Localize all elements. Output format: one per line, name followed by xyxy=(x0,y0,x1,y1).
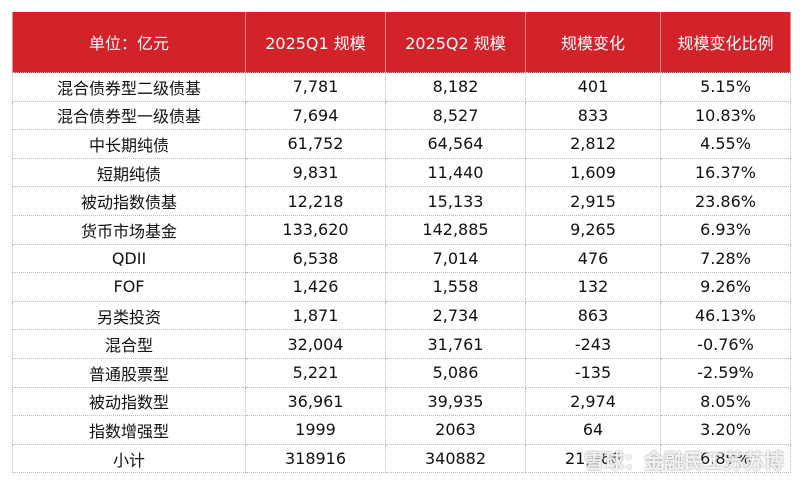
table-row: 混合债券型二级债基 7,781 8,182 401 5.15% xyxy=(12,72,791,102)
table-cell: 5,221 xyxy=(245,357,386,388)
table-cell: 短期纯债 xyxy=(12,157,246,188)
table-cell: 10.83% xyxy=(660,100,791,131)
header-cell: 规模变化 xyxy=(525,12,661,73)
table-cell: 1,609 xyxy=(525,157,661,188)
table-cell: 39,935 xyxy=(385,386,526,417)
table-cell: 5.15% xyxy=(660,72,791,102)
table-cell: 9,831 xyxy=(245,157,386,188)
table-cell: 指数增强型 xyxy=(12,415,246,445)
table-cell: 401 xyxy=(525,72,661,102)
table-cell: -243 xyxy=(525,329,661,359)
table-cell: 2,734 xyxy=(385,300,526,331)
table-row: 中长期纯债 61,752 64,564 2,812 4.55% xyxy=(12,129,791,159)
table-cell: 货币市场基金 xyxy=(12,214,246,245)
table-cell: QDII xyxy=(12,243,246,274)
table-row: 短期纯债 9,831 11,440 1,609 16.37% xyxy=(12,157,791,188)
header-cell: 2025Q1 规模 xyxy=(245,12,386,73)
table-cell: 31,761 xyxy=(385,329,526,359)
table-cell: -135 xyxy=(525,357,661,388)
table-cell: 被动指数型 xyxy=(12,386,246,417)
table-cell: 混合债券型二级债基 xyxy=(12,72,246,102)
table-row: 小计 318916 340882 21,966 6.89% xyxy=(12,443,791,474)
header-row: 单位：亿元 2025Q1 规模 2025Q2 规模 规模变化 规模变化比例 xyxy=(12,12,791,73)
table-cell: 61,752 xyxy=(245,129,386,159)
table-cell: 6,538 xyxy=(245,243,386,274)
table-cell: 7,694 xyxy=(245,100,386,131)
header-cell: 2025Q2 规模 xyxy=(385,12,526,73)
table-row: QDII 6,538 7,014 476 7.28% xyxy=(12,243,791,274)
table-row: 指数增强型 1999 2063 64 3.20% xyxy=(12,415,791,445)
table-cell: 7,014 xyxy=(385,243,526,274)
table-cell: 132 xyxy=(525,272,661,302)
table-cell: 7.28% xyxy=(660,243,791,274)
table-cell: 另类投资 xyxy=(12,300,246,331)
table-cell: 7,781 xyxy=(245,72,386,102)
table-cell: 64 xyxy=(525,415,661,445)
table-row: 被动指数型 36,961 39,935 2,974 8.05% xyxy=(12,386,791,417)
table-cell: 3.20% xyxy=(660,415,791,445)
table-cell: 8,182 xyxy=(385,72,526,102)
header-cell: 规模变化比例 xyxy=(660,12,791,73)
table-cell: 8.05% xyxy=(660,386,791,417)
table-cell: 2,812 xyxy=(525,129,661,159)
table-cell: 833 xyxy=(525,100,661,131)
table-row: 普通股票型 5,221 5,086 -135 -2.59% xyxy=(12,357,791,388)
table-cell: 9.26% xyxy=(660,272,791,302)
table-cell: 小计 xyxy=(12,443,246,474)
table-cell: 64,564 xyxy=(385,129,526,159)
table-cell: 36,961 xyxy=(245,386,386,417)
table-body: 混合债券型二级债基 7,781 8,182 401 5.15% 混合债券型一级债基 7,69… xyxy=(12,72,791,474)
table-cell: 1,558 xyxy=(385,272,526,302)
table-cell: 2063 xyxy=(385,415,526,445)
table-cell: 12,218 xyxy=(245,186,386,216)
table-cell: 6.89% xyxy=(660,443,791,474)
table-cell: 318916 xyxy=(245,443,386,474)
table-row: 另类投资 1,871 2,734 863 46.13% xyxy=(12,300,791,331)
table-cell: 340882 xyxy=(385,443,526,474)
table-cell: -2.59% xyxy=(660,357,791,388)
table-cell: 133,620 xyxy=(245,214,386,245)
table-cell: 9,265 xyxy=(525,214,661,245)
table-row: 混合型 32,004 31,761 -243 -0.76% xyxy=(12,329,791,359)
table-cell: 混合债券型一级债基 xyxy=(12,100,246,131)
watermark: 雪球：金融民工苏苏博 xyxy=(584,449,784,473)
table-cell: 21,966 xyxy=(525,443,661,474)
table-cell: 11,440 xyxy=(385,157,526,188)
table-cell: 混合型 xyxy=(12,329,246,359)
table-cell: 32,004 xyxy=(245,329,386,359)
table-cell: 1,426 xyxy=(245,272,386,302)
table-cell: 普通股票型 xyxy=(12,357,246,388)
header-cell: 单位：亿元 xyxy=(12,12,246,73)
table-row: 货币市场基金 133,620 142,885 9,265 6.93% xyxy=(12,214,791,245)
table-cell: 1,871 xyxy=(245,300,386,331)
table-cell: -0.76% xyxy=(660,329,791,359)
table-cell: 中长期纯债 xyxy=(12,129,246,159)
table-cell: 15,133 xyxy=(385,186,526,216)
table-cell: 16.37% xyxy=(660,157,791,188)
table-row: 被动指数债基 12,218 15,133 2,915 23.86% xyxy=(12,186,791,216)
table-row: 混合债券型一级债基 7,694 8,527 833 10.83% xyxy=(12,100,791,131)
data-table: 单位：亿元 2025Q1 规模 2025Q2 规模 规模变化 规模变化比例 混合债券型二… xyxy=(12,12,791,474)
table-cell: 2,974 xyxy=(525,386,661,417)
table-cell: 23.86% xyxy=(660,186,791,216)
table-cell: 476 xyxy=(525,243,661,274)
table-cell: 2,915 xyxy=(525,186,661,216)
table-cell: 6.93% xyxy=(660,214,791,245)
table-cell: 被动指数债基 xyxy=(12,186,246,216)
table-cell: 863 xyxy=(525,300,661,331)
table-cell: 8,527 xyxy=(385,100,526,131)
table-cell: 142,885 xyxy=(385,214,526,245)
table-row: FOF 1,426 1,558 132 9.26% xyxy=(12,272,791,302)
table-cell: 46.13% xyxy=(660,300,791,331)
table-cell: 4.55% xyxy=(660,129,791,159)
table-cell: 1999 xyxy=(245,415,386,445)
table-cell: 5,086 xyxy=(385,357,526,388)
table-cell: FOF xyxy=(12,272,246,302)
